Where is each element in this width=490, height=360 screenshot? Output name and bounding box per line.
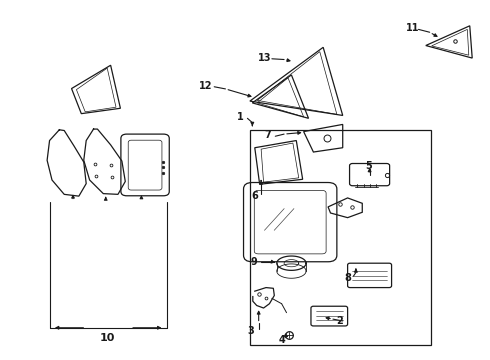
Text: 13: 13 — [258, 53, 271, 63]
Text: 7: 7 — [265, 130, 271, 140]
Text: 6: 6 — [251, 191, 258, 201]
Text: 9: 9 — [250, 257, 257, 267]
Text: 3: 3 — [247, 325, 254, 336]
Bar — [250, 130, 431, 345]
Text: 4: 4 — [278, 334, 285, 345]
Text: 12: 12 — [199, 81, 213, 91]
Text: 5: 5 — [365, 161, 372, 171]
Text: 11: 11 — [406, 23, 419, 33]
Text: 2: 2 — [336, 316, 343, 326]
Text: 8: 8 — [344, 273, 351, 283]
Text: 1: 1 — [237, 112, 244, 122]
Text: 10: 10 — [99, 333, 115, 343]
